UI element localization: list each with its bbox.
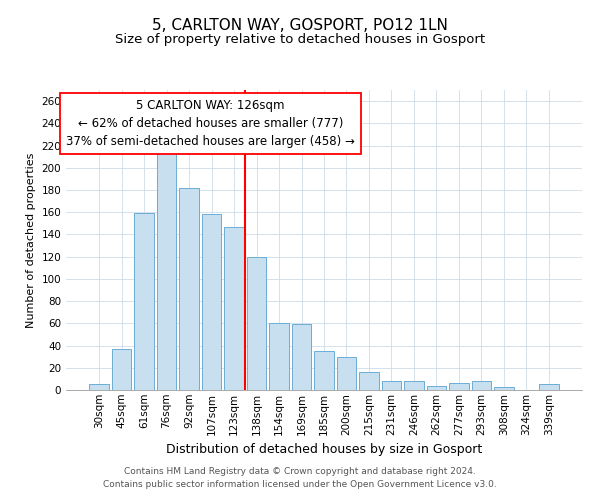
Text: 5 CARLTON WAY: 126sqm
← 62% of detached houses are smaller (777)
37% of semi-det: 5 CARLTON WAY: 126sqm ← 62% of detached …	[66, 99, 355, 148]
Bar	[314, 351, 334, 390]
Bar	[247, 256, 266, 390]
Bar	[134, 214, 154, 390]
Bar	[404, 381, 424, 390]
Text: Contains public sector information licensed under the Open Government Licence v3: Contains public sector information licen…	[103, 480, 497, 489]
Y-axis label: Number of detached properties: Number of detached properties	[26, 152, 36, 328]
Bar	[382, 381, 401, 390]
Bar	[494, 386, 514, 390]
Text: Size of property relative to detached houses in Gosport: Size of property relative to detached ho…	[115, 32, 485, 46]
Bar	[292, 324, 311, 390]
Bar	[449, 384, 469, 390]
Text: Contains HM Land Registry data © Crown copyright and database right 2024.: Contains HM Land Registry data © Crown c…	[124, 467, 476, 476]
Text: 5, CARLTON WAY, GOSPORT, PO12 1LN: 5, CARLTON WAY, GOSPORT, PO12 1LN	[152, 18, 448, 32]
Bar	[539, 384, 559, 390]
Bar	[89, 384, 109, 390]
Bar	[179, 188, 199, 390]
Bar	[224, 226, 244, 390]
Bar	[269, 324, 289, 390]
Bar	[112, 349, 131, 390]
Bar	[337, 356, 356, 390]
Bar	[157, 148, 176, 390]
Bar	[427, 386, 446, 390]
Bar	[359, 372, 379, 390]
Bar	[202, 214, 221, 390]
X-axis label: Distribution of detached houses by size in Gosport: Distribution of detached houses by size …	[166, 443, 482, 456]
Bar	[472, 381, 491, 390]
